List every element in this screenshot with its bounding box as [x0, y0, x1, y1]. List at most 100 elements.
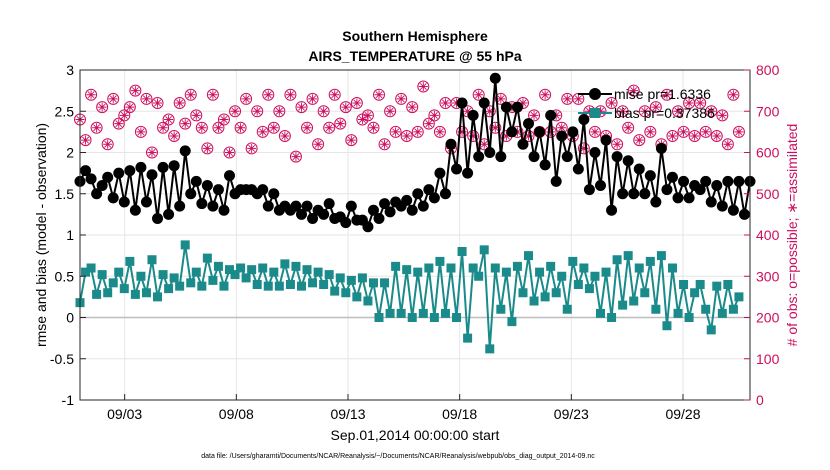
obs-assimilated-marker	[330, 90, 340, 100]
obs-assimilated-marker	[518, 98, 528, 108]
obs-assimilated-marker	[363, 110, 373, 120]
rmse-point	[262, 200, 274, 212]
rmse-point	[323, 198, 335, 210]
obs-possible-marker	[96, 101, 109, 114]
bias-point	[114, 267, 124, 277]
obs-assimilated-marker	[557, 123, 567, 133]
obs-assimilated-marker	[219, 115, 229, 124]
rmse-point	[373, 213, 385, 224]
bias-point	[103, 288, 113, 298]
obs-possible-marker	[145, 146, 158, 159]
obs-possible-marker	[605, 97, 618, 109]
obs-assimilated-marker	[335, 119, 345, 129]
obs-possible-marker	[101, 138, 114, 151]
obs-assimilated-marker	[407, 102, 417, 112]
bias-point	[463, 333, 473, 343]
rmse-point	[307, 213, 319, 224]
obs-assimilated-marker	[701, 127, 711, 137]
y-tick-label-left: -1	[62, 392, 75, 408]
bias-point	[391, 261, 401, 271]
rmse-point	[207, 200, 219, 212]
obs-possible-marker	[234, 121, 247, 134]
obs-possible-marker	[611, 138, 624, 151]
rmse-point	[124, 165, 136, 177]
rmse-point	[163, 208, 175, 220]
obs-possible-marker	[489, 121, 502, 134]
bias-point	[690, 288, 700, 298]
obs-assimilated-marker	[634, 135, 644, 145]
obs-assimilated-marker	[590, 127, 600, 137]
rmse-point	[428, 192, 440, 204]
bias-point	[374, 313, 384, 322]
obs-possible-marker	[528, 109, 541, 122]
rmse-point	[290, 200, 302, 212]
obs-possible-marker	[433, 125, 446, 138]
obs-possible-marker	[212, 121, 225, 134]
obs-assimilated-marker	[313, 139, 323, 149]
rmse-point	[561, 151, 573, 163]
obs-possible-marker	[251, 105, 264, 118]
obs-assimilated-marker	[651, 102, 661, 112]
bias-point	[673, 308, 683, 318]
bias-point	[584, 284, 594, 294]
bias-point	[330, 286, 340, 296]
bias-point	[501, 267, 511, 277]
bias-point	[230, 270, 240, 280]
rmse-point	[606, 204, 618, 216]
obs-assimilated-marker	[164, 115, 174, 124]
rmse-point	[295, 208, 307, 220]
obs-assimilated-marker	[645, 127, 655, 137]
obs-possible-marker	[123, 101, 136, 114]
obs-assimilated-marker	[324, 123, 334, 133]
bias-point	[335, 273, 345, 283]
obs-assimilated-marker	[728, 90, 738, 100]
bias-point	[723, 280, 733, 289]
obs-possible-marker	[168, 130, 181, 142]
obs-assimilated-marker	[247, 143, 257, 153]
legend-bias-label: bias pr=0.37386	[614, 105, 715, 121]
bias-point	[551, 288, 561, 298]
obs-possible-marker	[577, 142, 590, 155]
bias-point	[402, 265, 412, 275]
obs-possible-marker	[373, 88, 386, 101]
bias-point	[728, 304, 738, 314]
obs-possible-marker	[721, 138, 734, 151]
obs-assimilated-marker	[125, 102, 135, 112]
obs-possible-marker	[267, 121, 280, 134]
bias-point	[634, 263, 644, 273]
rmse-series	[74, 72, 756, 233]
y-tick-label-left: 0	[66, 310, 74, 326]
rmse-point	[567, 126, 579, 138]
rmse-point	[423, 184, 435, 196]
obs-possible-marker	[195, 121, 208, 134]
rmse-point	[185, 188, 197, 200]
bias-point	[562, 304, 572, 314]
obs-possible-marker	[217, 113, 230, 126]
rmse-point	[96, 180, 108, 191]
obs-assimilated-marker	[529, 110, 539, 120]
bias-point	[202, 253, 212, 263]
bias-point	[573, 280, 583, 289]
rmse-point	[318, 208, 330, 220]
obs-possible-marker	[633, 134, 646, 147]
rmse-point	[218, 204, 230, 216]
rmse-point	[345, 200, 357, 212]
obs-assimilated-marker	[291, 152, 301, 162]
bias-point	[130, 289, 140, 299]
obs-possible-marker	[334, 117, 347, 130]
obs-possible-marker	[118, 109, 131, 122]
obs-assimilated-marker	[551, 110, 561, 120]
obs-assimilated-marker	[285, 90, 295, 100]
bias-point	[164, 284, 174, 294]
rmse-point	[489, 72, 501, 84]
rmse-point	[495, 151, 507, 163]
chart-subtitle: AIRS_TEMPERATURE @ 55 hPa	[308, 48, 522, 64]
obs-assimilated-marker	[485, 106, 495, 116]
bias-point	[247, 265, 257, 275]
obs-assimilated-marker	[424, 119, 434, 129]
bias-point	[236, 263, 246, 273]
obs-possible-marker	[422, 117, 435, 130]
rmse-point	[268, 188, 280, 200]
obs-possible-marker	[112, 117, 125, 130]
obs-assimilated-marker	[607, 98, 617, 108]
